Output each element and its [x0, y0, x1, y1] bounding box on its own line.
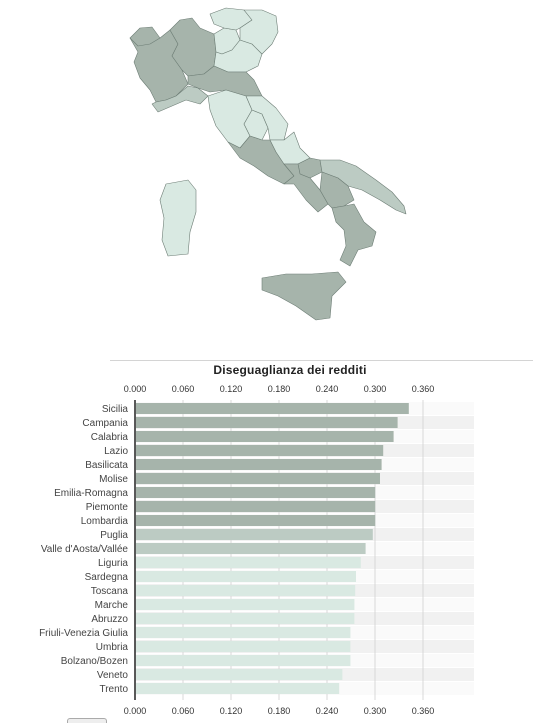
category-label-toscana: Toscana	[91, 586, 129, 597]
category-label-sicilia: Sicilia	[102, 404, 129, 415]
bar-trento[interactable]	[136, 683, 340, 694]
x-tick-label-bottom: 0.360	[412, 706, 435, 716]
category-label-piemonte: Piemonte	[86, 502, 129, 513]
category-label-lombardia: Lombardia	[81, 516, 129, 527]
category-label-liguria: Liguria	[98, 558, 128, 569]
map-region-valle-d-aosta-vallee[interactable]	[129, 26, 161, 47]
x-tick-label-top: 0.240	[316, 384, 339, 394]
panel-divider	[110, 360, 533, 361]
category-label-umbria: Umbria	[96, 642, 129, 653]
bar-abruzzo[interactable]	[136, 613, 355, 624]
category-label-emilia-romagna: Emilia-Romagna	[54, 488, 128, 499]
bar-molise[interactable]	[136, 473, 380, 484]
x-tick-label-bottom: 0.240	[316, 706, 339, 716]
bar-lombardia[interactable]	[136, 515, 376, 526]
x-tick-label-bottom: 0.000	[124, 706, 147, 716]
bar-calabria[interactable]	[136, 431, 394, 442]
scrollbar-handle[interactable]	[67, 718, 107, 723]
category-label-trento: Trento	[99, 684, 128, 695]
x-tick-label-top: 0.360	[412, 384, 435, 394]
category-label-marche: Marche	[95, 600, 129, 611]
bar-veneto[interactable]	[136, 669, 343, 680]
bar-sardegna[interactable]	[136, 571, 356, 582]
x-tick-label-bottom: 0.120	[220, 706, 243, 716]
bar-emilia-romagna[interactable]	[136, 487, 376, 498]
bar-marche[interactable]	[136, 599, 355, 610]
map-region-liguria[interactable]	[151, 85, 209, 113]
bar-basilicata[interactable]	[136, 459, 382, 470]
chart-title: Diseguaglianza dei redditi	[213, 363, 367, 377]
bar-sicilia[interactable]	[136, 403, 409, 414]
category-label-lazio: Lazio	[104, 446, 128, 457]
map-region-toscana[interactable]	[207, 89, 253, 149]
x-tick-label-top: 0.000	[124, 384, 147, 394]
category-label-valle-d-aosta-vallee: Valle d'Aosta/Vallée	[41, 544, 129, 555]
bar-friuli-venezia-giulia[interactable]	[136, 627, 351, 638]
category-label-veneto: Veneto	[97, 670, 129, 681]
bar-valle-d-aosta-vallee[interactable]	[136, 543, 366, 554]
map-region-campania[interactable]	[283, 163, 329, 213]
category-label-campania: Campania	[82, 418, 128, 429]
category-label-friuli-venezia-giulia: Friuli-Venezia Giulia	[39, 628, 128, 639]
italy-choropleth-map	[0, 0, 533, 355]
bar-liguria[interactable]	[136, 557, 361, 568]
bar-lazio[interactable]	[136, 445, 384, 456]
category-label-abruzzo: Abruzzo	[91, 614, 128, 625]
category-label-molise: Molise	[99, 474, 128, 485]
bar-puglia[interactable]	[136, 529, 373, 540]
bar-umbria[interactable]	[136, 641, 351, 652]
map-region-calabria[interactable]	[331, 203, 377, 267]
category-label-puglia: Puglia	[100, 530, 128, 541]
x-tick-label-bottom: 0.180	[268, 706, 291, 716]
category-label-calabria: Calabria	[91, 432, 129, 443]
category-label-bolzano-bozen: Bolzano/Bozen	[61, 656, 128, 667]
x-tick-label-top: 0.060	[172, 384, 195, 394]
category-label-sardegna: Sardegna	[85, 572, 129, 583]
bar-chart: Sicilia Campania Calabria Lazio Basilicata Mo…	[39, 384, 474, 716]
map-region-sicilia[interactable]	[261, 271, 347, 321]
bar-piemonte[interactable]	[136, 501, 376, 512]
bar-bolzano-bozen[interactable]	[136, 655, 351, 666]
map-region-piemonte[interactable]	[129, 29, 189, 103]
x-tick-label-bottom: 0.300	[364, 706, 387, 716]
x-tick-label-top: 0.180	[268, 384, 291, 394]
map-region-friuli-venezia-giulia[interactable]	[239, 9, 279, 55]
x-tick-label-bottom: 0.060	[172, 706, 195, 716]
x-tick-label-top: 0.120	[220, 384, 243, 394]
map-region-sardegna[interactable]	[159, 179, 197, 257]
x-tick-label-top: 0.300	[364, 384, 387, 394]
bar-campania[interactable]	[136, 417, 398, 428]
bar-chart-panel: Sicilia Campania Calabria Lazio Basilicata Mo…	[0, 361, 533, 722]
bar-toscana[interactable]	[136, 585, 356, 596]
category-label-basilicata: Basilicata	[85, 460, 128, 471]
